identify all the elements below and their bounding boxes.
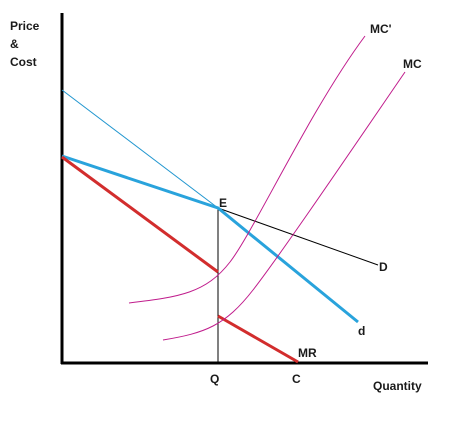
point-label-C: C [292,372,301,386]
mr-upper-segment [61,155,219,274]
curve-label-MR: MR [298,346,317,360]
curve-label-mc: MC [403,57,422,71]
curve-label-d: d [358,324,365,338]
y-axis-label-line-2: & [10,37,19,51]
mc-curve [162,71,406,341]
upper-demand-extension-line [61,89,219,209]
point-label-E: E [219,196,227,210]
y-axis-label-line-1: Price [10,19,40,33]
demand-d-line [61,154,359,324]
curve-label-D: D [379,260,388,274]
mr-lower-segment [217,314,299,364]
mc-prime-curve [128,35,366,304]
x-axis-label: Quantity [373,379,422,393]
point-label-Q: Q [210,372,219,386]
demand-D-line [217,207,379,266]
curve-label-mc-prime: MC' [370,22,392,36]
y-axis-label-line-3: Cost [10,55,37,69]
